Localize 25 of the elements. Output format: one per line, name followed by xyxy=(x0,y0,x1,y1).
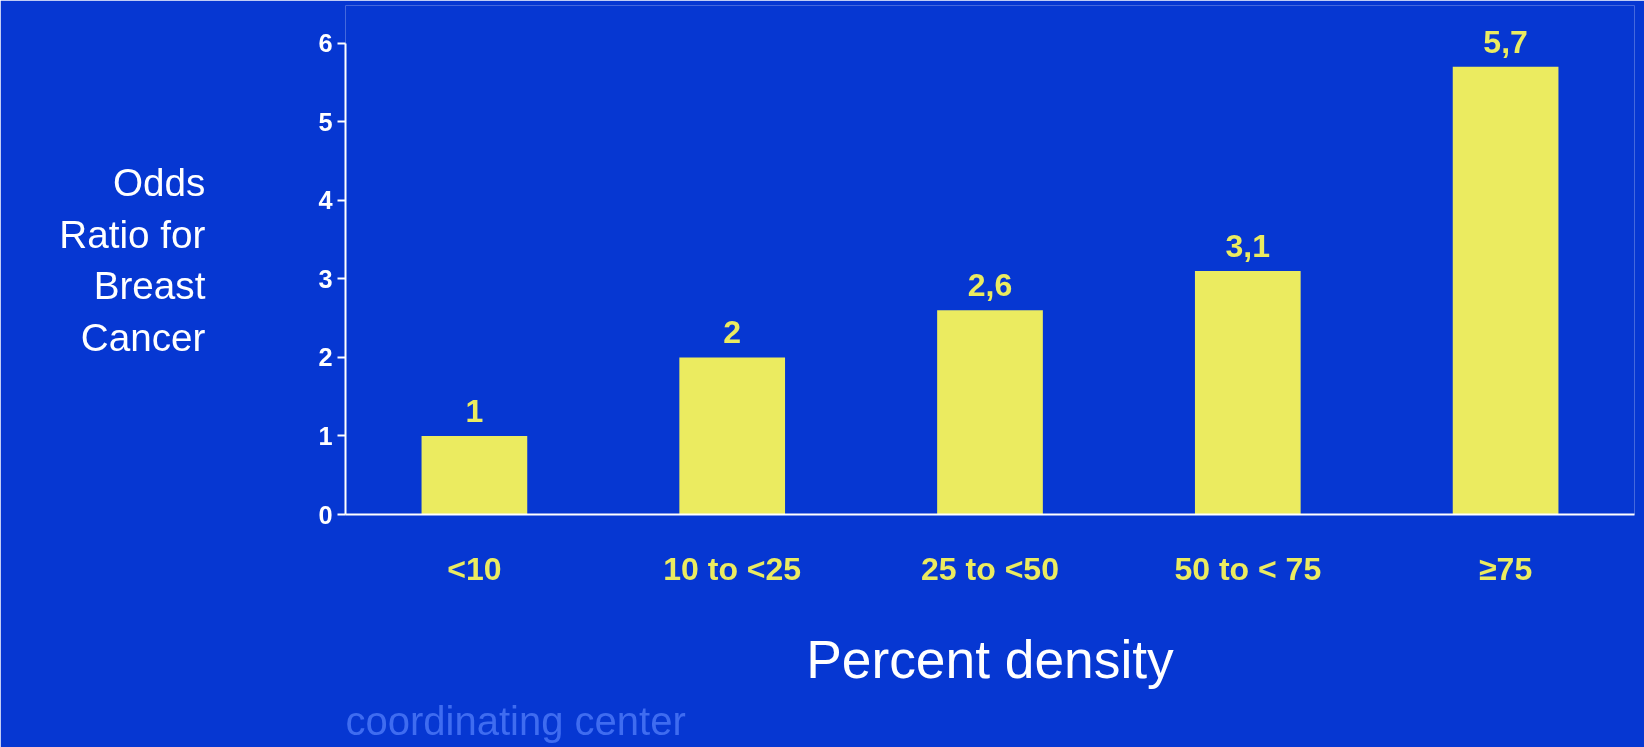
bar xyxy=(679,357,786,515)
y-tick-label: 5 xyxy=(318,107,333,136)
x-tick-label: 50 to < 75 xyxy=(1174,550,1322,587)
bar xyxy=(937,310,1043,515)
data-label: 2,6 xyxy=(967,267,1013,304)
y-axis-title: Odds Ratio for Breast Cancer xyxy=(59,161,206,359)
x-tick-label: 10 to <25 xyxy=(663,550,802,587)
bar xyxy=(1194,271,1301,515)
text: coordinating center xyxy=(345,698,686,743)
data-label: 1 xyxy=(465,392,484,429)
y-tick-label: 3 xyxy=(318,264,333,293)
y-tick-label: 1 xyxy=(318,421,333,450)
bar xyxy=(421,435,528,515)
y-tick-label: 2 xyxy=(318,343,333,372)
x-tick-label: ≥75 xyxy=(1479,550,1533,587)
y-tick-label: 4 xyxy=(318,186,333,215)
data-label: 5,7 xyxy=(1483,23,1528,60)
x-axis-title: Percent density xyxy=(806,629,1175,689)
bar xyxy=(1452,66,1559,515)
y-tick-label: 6 xyxy=(318,29,333,58)
data-label: 3,1 xyxy=(1225,228,1271,264)
x-tick-label: <10 xyxy=(447,550,502,587)
data-label: 2 xyxy=(723,314,742,351)
x-tick-label: 25 to <50 xyxy=(921,550,1059,587)
y-tick-label: 0 xyxy=(318,500,333,529)
